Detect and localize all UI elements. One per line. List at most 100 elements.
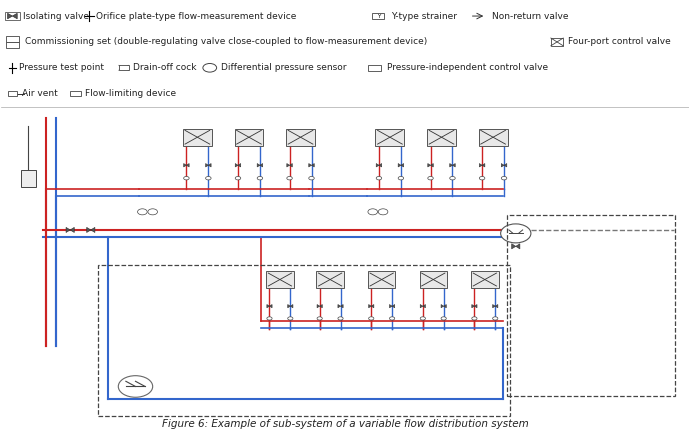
Circle shape: [338, 317, 343, 320]
Polygon shape: [287, 164, 290, 167]
Polygon shape: [401, 164, 403, 167]
Circle shape: [376, 177, 382, 180]
Bar: [376, 128, 404, 146]
Text: Pressure test point: Pressure test point: [20, 63, 104, 72]
Bar: [479, 128, 507, 146]
Circle shape: [420, 317, 426, 320]
Text: Commissioning set (double-regulating valve close-coupled to flow-measurement dev: Commissioning set (double-regulating val…: [24, 37, 427, 46]
Bar: [419, 271, 447, 288]
Polygon shape: [431, 164, 433, 167]
Bar: [6, 42, 19, 48]
Polygon shape: [480, 164, 482, 167]
Bar: [6, 36, 19, 42]
Polygon shape: [70, 227, 74, 233]
Circle shape: [368, 209, 378, 215]
Text: Drain-off cock: Drain-off cock: [133, 63, 197, 72]
Bar: [369, 65, 381, 71]
Circle shape: [398, 177, 403, 180]
Polygon shape: [309, 164, 311, 167]
Circle shape: [287, 177, 292, 180]
Bar: [183, 128, 211, 146]
Bar: [471, 271, 498, 288]
Polygon shape: [288, 305, 290, 308]
Circle shape: [203, 63, 216, 72]
Circle shape: [206, 177, 211, 180]
Polygon shape: [320, 305, 322, 308]
Polygon shape: [516, 244, 520, 249]
Bar: [286, 128, 315, 146]
Text: Pressure-independent control valve: Pressure-independent control valve: [387, 63, 549, 72]
Polygon shape: [428, 164, 431, 167]
Bar: [98, 265, 510, 416]
Polygon shape: [269, 305, 272, 308]
Bar: [368, 271, 395, 288]
Polygon shape: [186, 164, 189, 167]
Circle shape: [257, 177, 262, 180]
Polygon shape: [450, 164, 452, 167]
Polygon shape: [512, 244, 516, 249]
Polygon shape: [290, 305, 293, 308]
Polygon shape: [208, 164, 211, 167]
Bar: [316, 271, 344, 288]
Bar: [427, 128, 456, 146]
Circle shape: [184, 177, 189, 180]
Circle shape: [148, 209, 158, 215]
Circle shape: [472, 317, 477, 320]
Text: Air vent: Air vent: [22, 89, 58, 98]
Polygon shape: [290, 164, 292, 167]
Circle shape: [369, 317, 374, 320]
Bar: [21, 170, 36, 187]
Circle shape: [480, 177, 485, 180]
Circle shape: [450, 177, 455, 180]
Bar: [551, 38, 563, 46]
Bar: [119, 66, 128, 70]
Circle shape: [138, 209, 147, 215]
Polygon shape: [496, 305, 498, 308]
Polygon shape: [482, 164, 485, 167]
Polygon shape: [392, 305, 394, 308]
Text: Flow-limiting device: Flow-limiting device: [85, 89, 177, 98]
Polygon shape: [87, 227, 91, 233]
Polygon shape: [452, 164, 455, 167]
Circle shape: [235, 177, 241, 180]
Polygon shape: [206, 164, 208, 167]
Polygon shape: [238, 164, 241, 167]
Circle shape: [493, 317, 498, 320]
Circle shape: [428, 177, 433, 180]
Polygon shape: [376, 164, 379, 167]
Bar: [235, 128, 263, 146]
Text: Orifice plate-type flow-measurement device: Orifice plate-type flow-measurement devi…: [96, 12, 297, 20]
Polygon shape: [379, 164, 382, 167]
Text: Non-return valve: Non-return valve: [491, 12, 568, 20]
Polygon shape: [66, 227, 70, 233]
Polygon shape: [501, 164, 504, 167]
Circle shape: [309, 177, 314, 180]
Polygon shape: [444, 305, 446, 308]
Polygon shape: [338, 305, 341, 308]
Bar: [372, 13, 385, 19]
Circle shape: [441, 317, 446, 320]
Circle shape: [501, 177, 507, 180]
Polygon shape: [257, 164, 260, 167]
Polygon shape: [472, 305, 475, 308]
Bar: [507, 215, 675, 396]
Polygon shape: [267, 305, 269, 308]
Polygon shape: [317, 305, 320, 308]
Polygon shape: [441, 305, 444, 308]
Text: Figure 6: Example of sub-system of a variable flow distribution system: Figure 6: Example of sub-system of a var…: [162, 419, 528, 429]
Polygon shape: [184, 164, 186, 167]
Polygon shape: [389, 305, 392, 308]
Polygon shape: [235, 164, 238, 167]
Polygon shape: [398, 164, 401, 167]
Polygon shape: [91, 227, 95, 233]
Polygon shape: [13, 13, 17, 19]
Circle shape: [500, 224, 531, 243]
Circle shape: [317, 317, 322, 320]
Bar: [5, 13, 20, 20]
Polygon shape: [341, 305, 343, 308]
Bar: [266, 271, 294, 288]
Polygon shape: [504, 164, 507, 167]
Bar: [8, 91, 17, 96]
Polygon shape: [493, 305, 496, 308]
Text: Y: Y: [377, 13, 380, 19]
